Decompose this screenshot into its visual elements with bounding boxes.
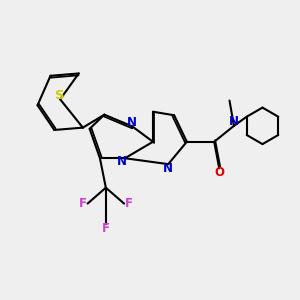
Text: F: F [102,222,110,236]
Text: N: N [163,162,173,175]
Text: N: N [127,116,137,129]
Text: S: S [56,89,65,102]
Text: O: O [214,167,224,179]
Text: F: F [125,197,133,210]
Text: N: N [229,115,239,128]
Text: N: N [116,155,126,168]
Text: F: F [79,197,87,210]
